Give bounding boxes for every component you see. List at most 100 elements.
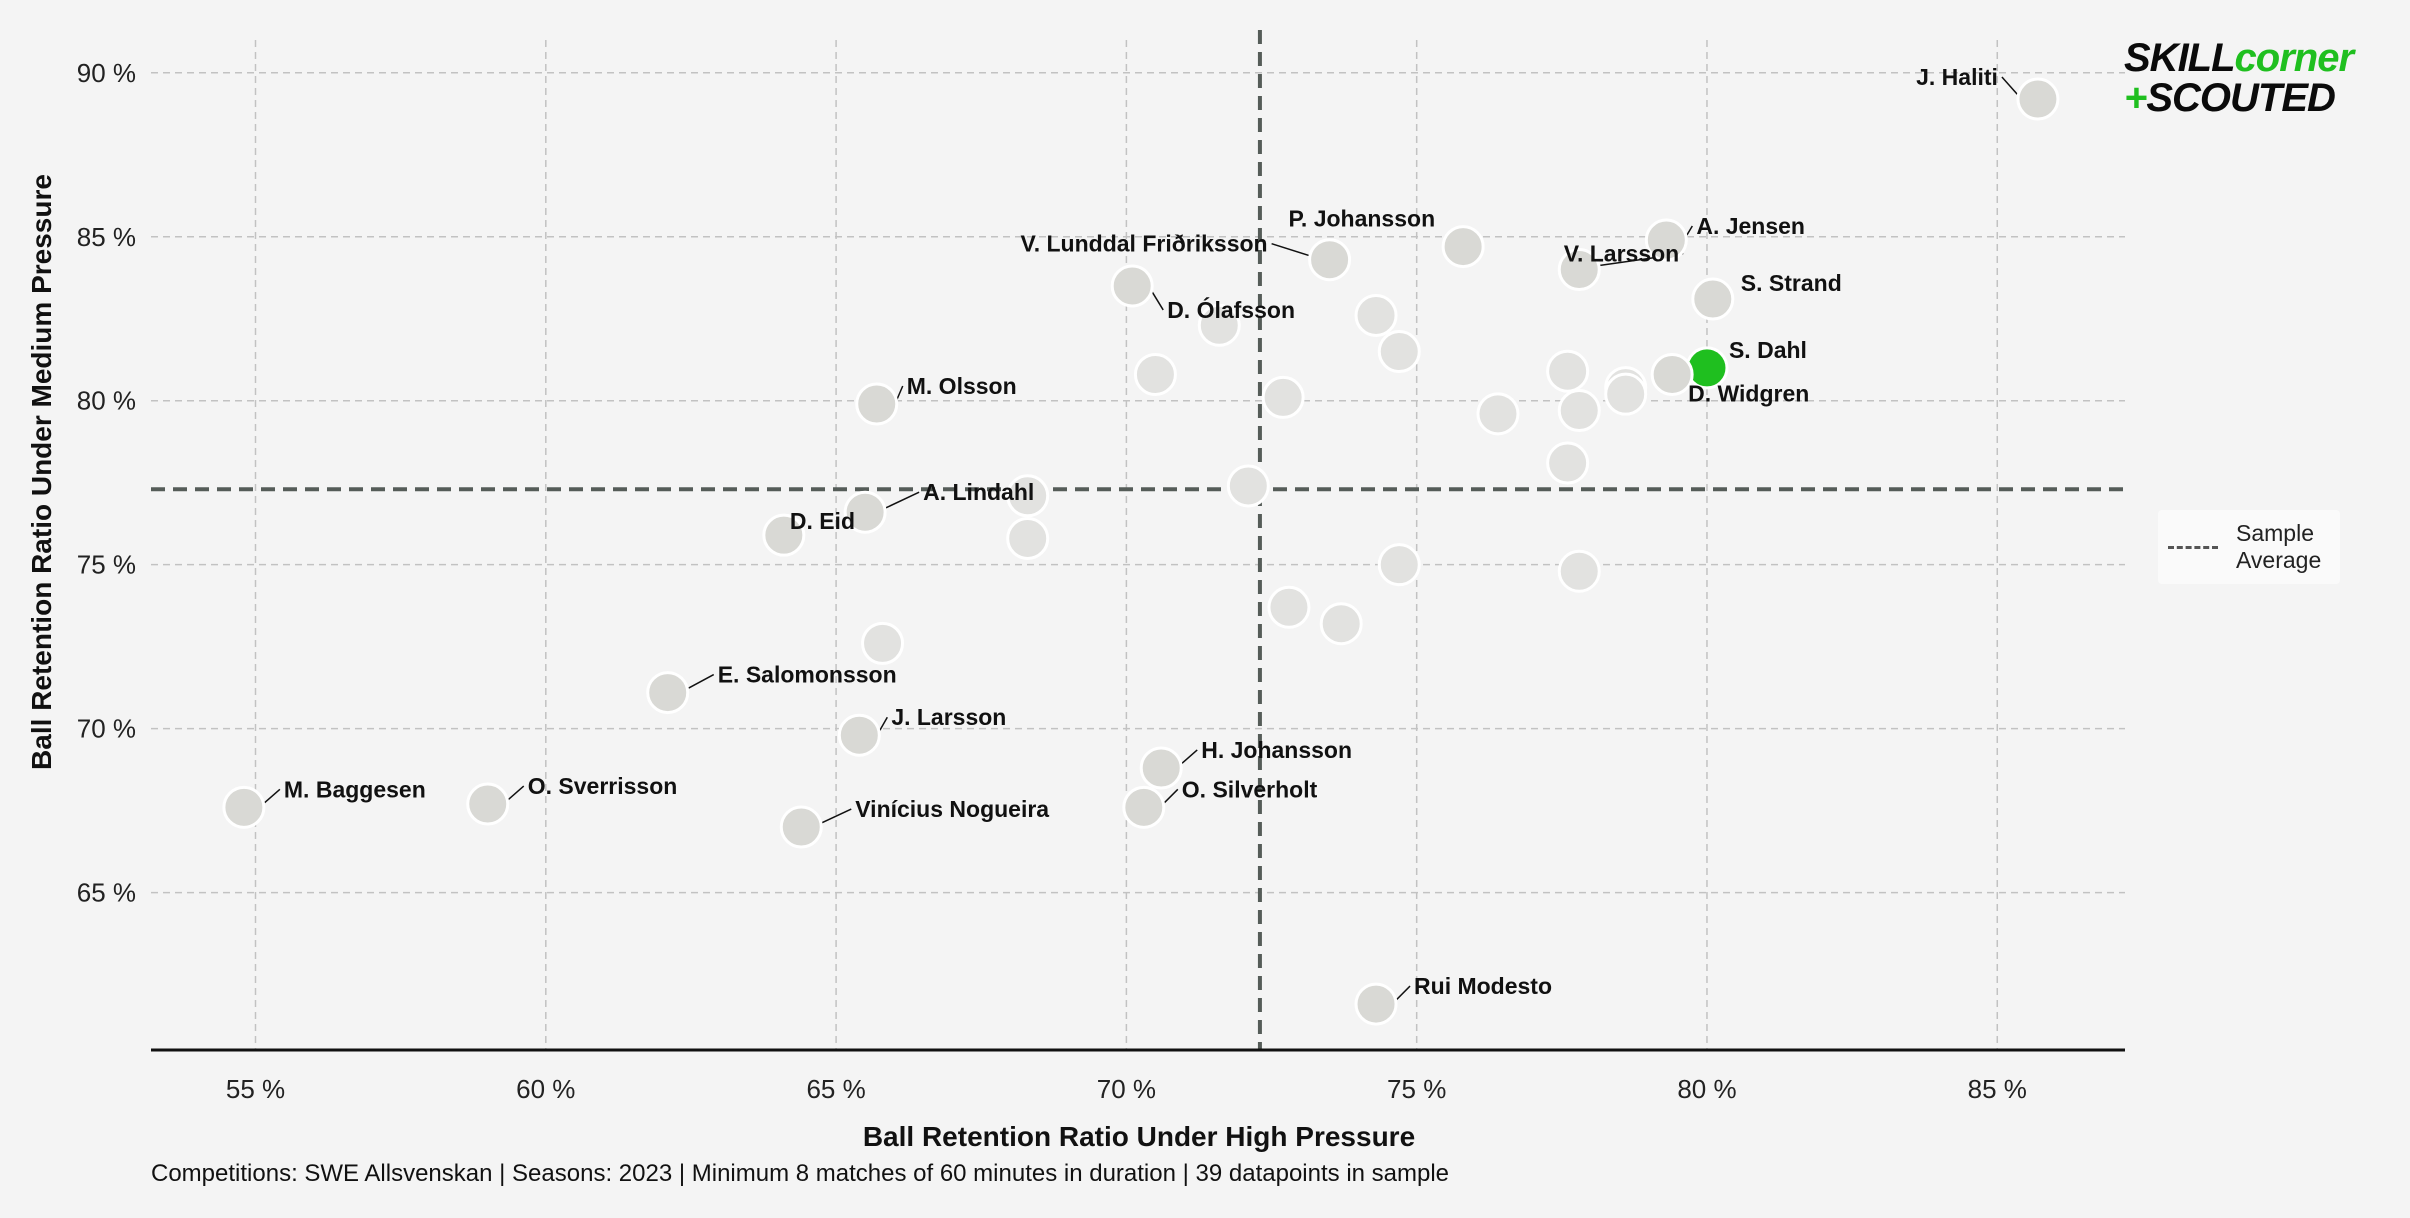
point-d-lafsson bbox=[1110, 264, 1154, 308]
point-label: O. Sverrisson bbox=[528, 773, 678, 799]
label-leader-line bbox=[507, 785, 525, 801]
point-label: D. Widgren bbox=[1688, 380, 1809, 406]
point-label: P. Johansson bbox=[1289, 206, 1436, 232]
logo-text-scouted: SCOUTED bbox=[2146, 76, 2336, 120]
point-m-olsson bbox=[855, 382, 899, 426]
point-unlabeled bbox=[1133, 352, 1177, 396]
label-leader-line bbox=[1180, 749, 1198, 765]
point-rui-modesto bbox=[1354, 982, 1398, 1026]
label-leader-line bbox=[1271, 242, 1310, 257]
point-j-haliti bbox=[2016, 77, 2060, 121]
point-m-baggesen bbox=[222, 785, 266, 829]
point-unlabeled bbox=[1006, 474, 1050, 518]
label-leader-line bbox=[1685, 225, 1693, 237]
footnote: Competitions: SWE Allsvenskan | Seasons:… bbox=[151, 1160, 1450, 1187]
x-tick-label: 70 % bbox=[1097, 1074, 1156, 1104]
point-unlabeled bbox=[1377, 330, 1421, 374]
point-label: Rui Modesto bbox=[1414, 973, 1552, 999]
legend-label: Sample Average bbox=[2236, 520, 2336, 574]
point-s-strand bbox=[1691, 277, 1735, 321]
point-unlabeled bbox=[1006, 516, 1050, 560]
point-unlabeled bbox=[1557, 549, 1601, 593]
y-tick-label: 80 % bbox=[77, 386, 136, 416]
axes: 55 % 60 % 65 % 70 % 75 % 80 % 85 % 65 % 70 % 75 %… bbox=[77, 58, 2125, 1104]
logo-text-skill: SKILL bbox=[2124, 36, 2236, 80]
point-a-lindahl bbox=[843, 490, 887, 534]
y-tick-label: 75 % bbox=[77, 550, 136, 580]
point-label: J. Larsson bbox=[891, 704, 1006, 730]
point-unlabeled bbox=[1319, 602, 1363, 646]
label-leader-line bbox=[687, 673, 715, 690]
point-unlabeled bbox=[861, 621, 905, 665]
point-e-salomonsson bbox=[646, 671, 690, 715]
point-unlabeled bbox=[1354, 293, 1398, 337]
point-label: D. Ólafsson bbox=[1167, 296, 1295, 323]
y-axis-label: Ball Retention Ratio Under Medium Pressu… bbox=[26, 174, 57, 770]
x-tick-label: 60 % bbox=[516, 1074, 575, 1104]
point-unlabeled bbox=[1546, 441, 1590, 485]
grid-lines bbox=[151, 40, 2125, 1050]
legend-label-line1: Sample bbox=[2236, 520, 2314, 546]
point-j-larsson bbox=[837, 713, 881, 757]
label-leader-line bbox=[263, 788, 281, 804]
point-label: V. Lunddal Friðriksson bbox=[1021, 231, 1268, 257]
point-label: H. Johansson bbox=[1201, 737, 1352, 763]
point-label: S. Strand bbox=[1741, 270, 1842, 296]
legend-dashed-line-icon bbox=[2168, 545, 2218, 549]
label-leader-line bbox=[1395, 985, 1411, 1001]
y-tick-label: 85 % bbox=[77, 222, 136, 252]
y-tick-label: 70 % bbox=[77, 714, 136, 744]
point-a-jensen bbox=[1644, 218, 1688, 262]
point-unlabeled bbox=[1546, 349, 1590, 393]
logo-plus: + bbox=[2124, 76, 2147, 120]
label-leader-line bbox=[878, 716, 888, 732]
x-tick-label: 75 % bbox=[1387, 1074, 1446, 1104]
point-label: J. Haliti bbox=[1916, 64, 1998, 90]
point-label: A. Jensen bbox=[1696, 213, 1805, 239]
point-d-widgren bbox=[1650, 352, 1694, 396]
logo-text-corner: corner bbox=[2234, 36, 2354, 80]
point-label: E. Salomonsson bbox=[718, 662, 897, 688]
point-label: M. Olsson bbox=[907, 373, 1017, 399]
average-lines bbox=[151, 30, 2125, 1050]
skillcorner-scouted-logo: SKILLcorner +SCOUTED bbox=[2124, 38, 2374, 118]
point-vin-cius-nogueira bbox=[779, 805, 823, 849]
point-label: A. Lindahl bbox=[923, 479, 1034, 505]
point-unlabeled bbox=[1377, 543, 1421, 587]
data-points bbox=[222, 77, 2060, 1026]
y-tick-label: 90 % bbox=[77, 58, 136, 88]
x-tick-label: 80 % bbox=[1677, 1074, 1736, 1104]
x-tick-label: 65 % bbox=[806, 1074, 865, 1104]
point-label: V. Larsson bbox=[1564, 241, 1679, 267]
point-label: Vinícius Nogueira bbox=[855, 796, 1049, 822]
point-label: D. Eid bbox=[790, 508, 855, 534]
point-v-larsson bbox=[1557, 248, 1601, 292]
point-h-johansson bbox=[1139, 746, 1183, 790]
legend-label-line2: Average bbox=[2236, 547, 2322, 573]
x-axis-label: Ball Retention Ratio Under High Pressure bbox=[863, 1121, 1415, 1152]
point-labels: J. Haliti A. Jensen P. Johansson V. Lunddal… bbox=[284, 64, 1998, 999]
point-label: M. Baggesen bbox=[284, 776, 426, 802]
y-tick-label: 65 % bbox=[77, 878, 136, 908]
point-p-johansson bbox=[1441, 225, 1485, 269]
point-d-eid bbox=[762, 513, 806, 557]
label-leader-line bbox=[2001, 76, 2019, 96]
x-tick-label: 55 % bbox=[226, 1074, 285, 1104]
x-tick-label: 85 % bbox=[1968, 1074, 2027, 1104]
point-v-lunddal-fri-riksson bbox=[1308, 238, 1352, 282]
point-unlabeled bbox=[1604, 372, 1648, 416]
point-label: O. Silverholt bbox=[1182, 776, 1318, 802]
label-leader-line bbox=[1151, 291, 1164, 311]
point-unlabeled bbox=[1226, 464, 1270, 508]
label-leader-line bbox=[820, 808, 852, 824]
label-leader-line bbox=[884, 491, 920, 509]
point-unlabeled bbox=[1557, 389, 1601, 433]
point-unlabeled bbox=[1197, 303, 1241, 347]
label-leader-lines bbox=[263, 76, 2019, 1001]
point-unlabeled bbox=[1476, 392, 1520, 436]
point-unlabeled bbox=[1267, 585, 1311, 629]
point-label: S. Dahl bbox=[1729, 337, 1807, 363]
label-leader-line bbox=[1163, 788, 1179, 804]
legend: Sample Average bbox=[2158, 510, 2340, 584]
